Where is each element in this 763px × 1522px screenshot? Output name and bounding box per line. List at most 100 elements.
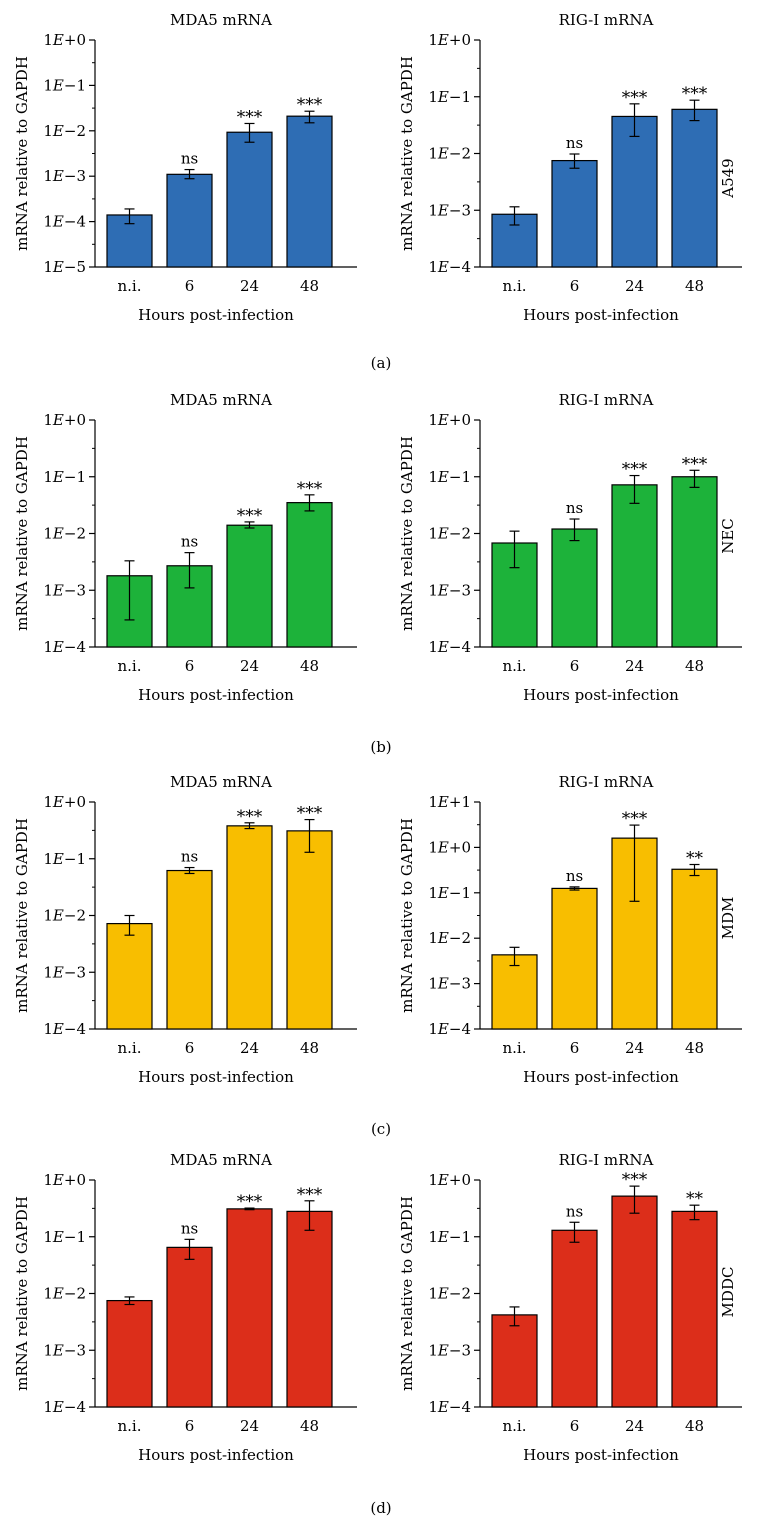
bar xyxy=(491,1314,538,1408)
bar xyxy=(551,528,598,648)
bar xyxy=(611,1195,658,1408)
significance-label: *** xyxy=(622,1170,648,1190)
x-tick-label: 6 xyxy=(185,1417,195,1435)
bar xyxy=(611,484,658,648)
x-tick-label: n.i. xyxy=(118,277,142,295)
y-tick-label: 1E−1 xyxy=(428,88,471,106)
bar xyxy=(671,108,718,268)
chart-title: MDA5 mRNA xyxy=(170,11,272,29)
x-tick-label: 24 xyxy=(240,277,259,295)
x-tick-label: n.i. xyxy=(118,657,142,675)
x-axis-label: Hours post-infection xyxy=(138,686,294,704)
y-axis-label: mRNA relative to GAPDH xyxy=(398,818,416,1013)
bar xyxy=(286,115,333,268)
y-tick-label: 1E−3 xyxy=(428,201,471,219)
y-tick-label: 1E−2 xyxy=(428,145,471,163)
x-tick-label: 6 xyxy=(185,1039,195,1057)
y-tick-label: 1E−2 xyxy=(43,907,86,925)
x-tick-label: n.i. xyxy=(503,1417,527,1435)
y-axis-label: mRNA relative to GAPDH xyxy=(398,56,416,251)
bar xyxy=(226,825,273,1030)
y-tick-label: 1E+0 xyxy=(43,411,86,429)
bar xyxy=(551,1229,598,1408)
significance-label: *** xyxy=(297,1185,323,1205)
x-axis-label: Hours post-infection xyxy=(138,1446,294,1464)
y-tick-label: 1E−2 xyxy=(43,122,86,140)
y-tick-label: 1E−3 xyxy=(428,975,471,993)
y-tick-label: 1E+0 xyxy=(428,411,471,429)
significance-label: ** xyxy=(686,849,704,869)
significance-label: *** xyxy=(237,107,263,127)
significance-label: *** xyxy=(622,809,648,829)
x-tick-label: 48 xyxy=(685,277,704,295)
y-tick-label: 1E−2 xyxy=(428,1285,471,1303)
y-tick-label: 1E−4 xyxy=(43,1398,86,1416)
x-axis-label: Hours post-infection xyxy=(523,686,679,704)
y-tick-label: 1E−5 xyxy=(43,258,86,276)
y-tick-label: 1E−4 xyxy=(428,1020,471,1038)
significance-label: *** xyxy=(297,479,323,499)
bar xyxy=(106,922,153,1030)
y-tick-label: 1E−4 xyxy=(43,1020,86,1038)
chart-panel: MDA5 mRNA mRNA relative to GAPDH 1E−5 1E−4 1… xyxy=(13,11,357,324)
significance-label: ns xyxy=(566,134,583,152)
y-axis-label: mRNA relative to GAPDH xyxy=(13,1196,31,1391)
cell-type-label-mddc: MDDC xyxy=(719,1267,737,1318)
y-tick-label: 1E−4 xyxy=(43,213,86,231)
significance-label: ns xyxy=(566,1202,583,1220)
x-tick-label: 24 xyxy=(625,657,644,675)
significance-label: ns xyxy=(181,150,198,168)
y-tick-label: 1E+0 xyxy=(428,31,471,49)
y-tick-label: 1E−4 xyxy=(428,258,471,276)
bar xyxy=(166,173,213,268)
bar xyxy=(226,1208,273,1408)
x-tick-label: 6 xyxy=(185,277,195,295)
x-axis-label: Hours post-infection xyxy=(138,1068,294,1086)
x-axis-label: Hours post-infection xyxy=(523,1446,679,1464)
x-tick-label: 24 xyxy=(240,657,259,675)
significance-label: *** xyxy=(237,807,263,827)
significance-label: ns xyxy=(181,1219,198,1237)
x-tick-label: n.i. xyxy=(118,1039,142,1057)
x-tick-label: 48 xyxy=(300,1417,319,1435)
x-tick-label: 6 xyxy=(570,277,580,295)
x-axis-label: Hours post-infection xyxy=(138,306,294,324)
chart-panels: MDA5 mRNA mRNA relative to GAPDH 1E−5 1E−4 1… xyxy=(13,11,742,1464)
x-tick-label: 48 xyxy=(300,657,319,675)
x-tick-label: 48 xyxy=(685,1417,704,1435)
bar xyxy=(286,1210,333,1408)
x-tick-label: 6 xyxy=(570,657,580,675)
y-tick-label: 1E−3 xyxy=(428,1341,471,1359)
y-axis-label: mRNA relative to GAPDH xyxy=(398,1196,416,1391)
bar xyxy=(226,131,273,268)
panel-label-c: (c) xyxy=(371,1120,391,1138)
bar xyxy=(671,868,718,1030)
x-axis-label: Hours post-infection xyxy=(523,306,679,324)
x-tick-label: 48 xyxy=(300,277,319,295)
y-tick-label: 1E+0 xyxy=(43,1171,86,1189)
y-axis-label: mRNA relative to GAPDH xyxy=(398,436,416,631)
chart-title: RIG-I mRNA xyxy=(559,773,654,791)
y-tick-label: 1E−2 xyxy=(428,929,471,947)
y-tick-label: 1E−1 xyxy=(43,468,86,486)
significance-label: ns xyxy=(181,848,198,866)
panel-label-d: (d) xyxy=(370,1499,391,1517)
chart-title: MDA5 mRNA xyxy=(170,391,272,409)
cell-type-label-nec: NEC xyxy=(719,518,737,554)
bar xyxy=(286,830,333,1030)
y-tick-label: 1E+0 xyxy=(428,838,471,856)
y-tick-label: 1E−1 xyxy=(43,850,86,868)
x-tick-label: n.i. xyxy=(503,277,527,295)
significance-label: *** xyxy=(682,454,708,474)
y-tick-label: 1E−4 xyxy=(43,638,86,656)
y-axis-label: mRNA relative to GAPDH xyxy=(13,436,31,631)
chart-title: MDA5 mRNA xyxy=(170,1151,272,1169)
bar xyxy=(106,1299,153,1408)
x-tick-label: 24 xyxy=(240,1417,259,1435)
y-axis-label: mRNA relative to GAPDH xyxy=(13,56,31,251)
x-tick-label: 24 xyxy=(625,1039,644,1057)
significance-label: ns xyxy=(181,533,198,551)
x-tick-label: 24 xyxy=(625,277,644,295)
y-tick-label: 1E+1 xyxy=(428,793,471,811)
cell-type-label-a549: A549 xyxy=(719,158,737,198)
